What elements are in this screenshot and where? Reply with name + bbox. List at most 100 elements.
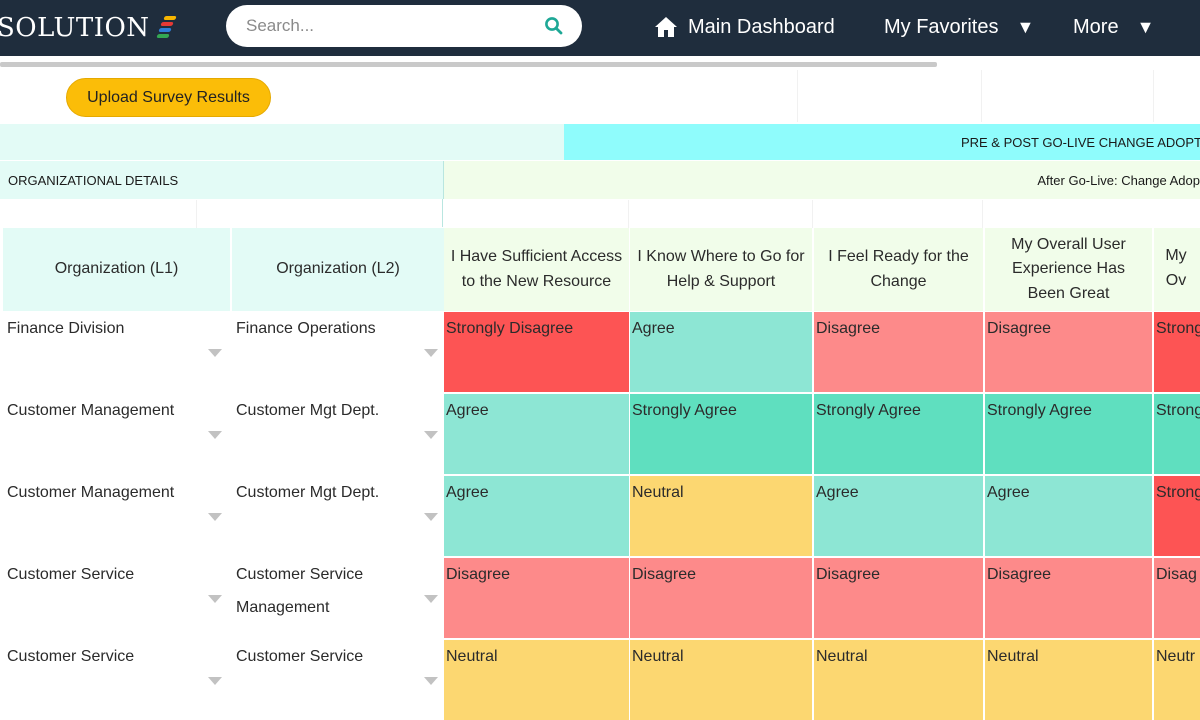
- column-header-org-l2[interactable]: Organization (L2): [232, 228, 444, 311]
- survey-response-cell[interactable]: Disag: [1154, 558, 1200, 638]
- survey-response-cell[interactable]: Agree: [630, 312, 812, 392]
- survey-response-cell[interactable]: Agree: [985, 476, 1152, 556]
- survey-response-cell[interactable]: Strong: [1154, 312, 1200, 392]
- survey-response-cell[interactable]: Agree: [444, 476, 629, 556]
- survey-response-cell[interactable]: Neutr: [1154, 640, 1200, 720]
- org-l2-dropdown[interactable]: Customer Mgt Dept.: [232, 394, 444, 474]
- org-l1-dropdown[interactable]: Customer Management: [3, 394, 230, 474]
- survey-response-cell[interactable]: Neutral: [814, 640, 983, 720]
- survey-response-value: Neutral: [632, 648, 684, 665]
- org-l1-value: Customer Service: [7, 648, 135, 665]
- org-l1-dropdown[interactable]: Customer Service: [3, 558, 230, 638]
- survey-response-value: Disagree: [987, 320, 1052, 337]
- dropdown-arrow-icon[interactable]: [208, 513, 222, 521]
- survey-response-cell[interactable]: Disagree: [630, 558, 812, 638]
- org-details-label: ORGANIZATIONAL DETAILS: [8, 172, 179, 188]
- column-header-help-support[interactable]: I Know Where to Go for Help & Support: [630, 228, 812, 311]
- survey-response-value: Disag: [1156, 566, 1197, 583]
- column-header-access[interactable]: I Have Sufficient Access to the New Reso…: [444, 228, 629, 311]
- org-l1-dropdown[interactable]: Finance Division: [3, 312, 230, 392]
- survey-response-value: Disagree: [816, 320, 881, 337]
- search-input[interactable]: [246, 13, 536, 39]
- survey-response-cell[interactable]: Disagree: [444, 558, 629, 638]
- dropdown-arrow-icon[interactable]: [424, 677, 438, 685]
- survey-response-cell[interactable]: Strongly Disagree: [444, 312, 629, 392]
- survey-response-cell[interactable]: Strong: [1154, 394, 1200, 474]
- dropdown-arrow-icon[interactable]: [424, 431, 438, 439]
- org-l2-value: Customer Mgt Dept.: [236, 484, 380, 501]
- dropdown-arrow-icon[interactable]: [208, 431, 222, 439]
- grid-line: [812, 200, 813, 228]
- logo-mark-icon: [155, 15, 178, 41]
- survey-response-cell[interactable]: Agree: [444, 394, 629, 474]
- grid-line: [981, 70, 982, 122]
- dropdown-arrow-icon[interactable]: [424, 513, 438, 521]
- org-l2-value: Customer Mgt Dept.: [236, 402, 380, 419]
- nav-my-favorites[interactable]: My Favorites ▼: [884, 13, 1034, 41]
- dropdown-arrow-icon[interactable]: [424, 595, 438, 603]
- column-header-experience[interactable]: My Overall User Experience Has Been Grea…: [985, 228, 1152, 311]
- search-icon[interactable]: [544, 16, 564, 36]
- org-l2-dropdown[interactable]: Finance Operations: [232, 312, 444, 392]
- nav-more-label: More: [1073, 15, 1119, 38]
- horizontal-scrollbar[interactable]: [0, 62, 937, 67]
- grid-line: [1153, 70, 1154, 122]
- survey-response-cell[interactable]: Neutral: [630, 476, 812, 556]
- chevron-down-icon: ▼: [1136, 16, 1155, 37]
- survey-response-value: Neutral: [816, 648, 868, 665]
- survey-response-cell[interactable]: Disagree: [814, 558, 983, 638]
- survey-response-cell[interactable]: Strongly Agree: [985, 394, 1152, 474]
- org-l1-dropdown[interactable]: Customer Management: [3, 476, 230, 556]
- survey-response-cell[interactable]: Disagree: [814, 312, 983, 392]
- dropdown-arrow-icon[interactable]: [208, 349, 222, 357]
- dropdown-arrow-icon[interactable]: [208, 595, 222, 603]
- survey-response-cell[interactable]: Strongly Agree: [814, 394, 983, 474]
- org-l2-value: Customer Service: [236, 648, 364, 665]
- org-l2-value: Finance Operations: [236, 320, 376, 337]
- grid-line: [196, 200, 197, 228]
- survey-response-cell[interactable]: Strongly Agree: [630, 394, 812, 474]
- home-icon: [655, 17, 677, 37]
- org-l1-dropdown[interactable]: Customer Service: [3, 640, 230, 720]
- survey-response-value: Neutral: [446, 648, 498, 665]
- nav-main-dashboard-label: Main Dashboard: [688, 15, 835, 38]
- org-l1-value: Customer Management: [7, 402, 175, 419]
- survey-response-value: Strongly Disagree: [446, 320, 574, 337]
- logo-text: SOLUTION: [0, 13, 150, 43]
- survey-response-value: Neutral: [987, 648, 1039, 665]
- survey-response-cell[interactable]: Disagree: [985, 312, 1152, 392]
- after-go-live-label: After Go-Live: Change Adop: [1037, 172, 1200, 188]
- survey-response-value: Neutral: [632, 484, 684, 501]
- nav-main-dashboard[interactable]: Main Dashboard: [654, 13, 835, 41]
- column-header-org-l1[interactable]: Organization (L1): [3, 228, 230, 311]
- nav-my-favorites-label: My Favorites: [884, 15, 999, 38]
- survey-response-cell[interactable]: Neutral: [985, 640, 1152, 720]
- app-logo[interactable]: SOLUTION: [0, 12, 178, 44]
- org-l1-value: Customer Management: [7, 484, 175, 501]
- column-header-overall[interactable]: My Ov: [1154, 228, 1200, 311]
- survey-response-cell[interactable]: Strong: [1154, 476, 1200, 556]
- survey-response-value: Strong: [1156, 402, 1200, 419]
- survey-response-value: Agree: [446, 402, 489, 419]
- survey-response-cell[interactable]: Neutral: [630, 640, 812, 720]
- survey-title: PRE & POST GO-LIVE CHANGE ADOPT: [960, 134, 1200, 150]
- org-l1-value: Customer Service: [7, 566, 135, 583]
- survey-response-cell[interactable]: Agree: [814, 476, 983, 556]
- dropdown-arrow-icon[interactable]: [208, 677, 222, 685]
- grid-line: [797, 70, 798, 122]
- upload-survey-results-button[interactable]: Upload Survey Results: [66, 78, 271, 117]
- org-l2-dropdown[interactable]: Customer Service Management: [232, 558, 444, 638]
- survey-response-value: Neutr: [1156, 648, 1196, 665]
- survey-response-value: Strong: [1156, 320, 1200, 337]
- band-divider: [442, 199, 443, 227]
- org-l2-dropdown[interactable]: Customer Service: [232, 640, 444, 720]
- org-l2-dropdown[interactable]: Customer Mgt Dept.: [232, 476, 444, 556]
- survey-response-value: Strongly Agree: [816, 402, 921, 419]
- org-details-band: ORGANIZATIONAL DETAILS: [0, 161, 443, 199]
- nav-more[interactable]: More ▼: [1073, 13, 1154, 41]
- dropdown-arrow-icon[interactable]: [424, 349, 438, 357]
- column-header-ready[interactable]: I Feel Ready for the Change: [814, 228, 983, 311]
- survey-response-cell[interactable]: Disagree: [985, 558, 1152, 638]
- survey-response-cell[interactable]: Neutral: [444, 640, 629, 720]
- org-l2-value: Customer Service Management: [236, 566, 364, 616]
